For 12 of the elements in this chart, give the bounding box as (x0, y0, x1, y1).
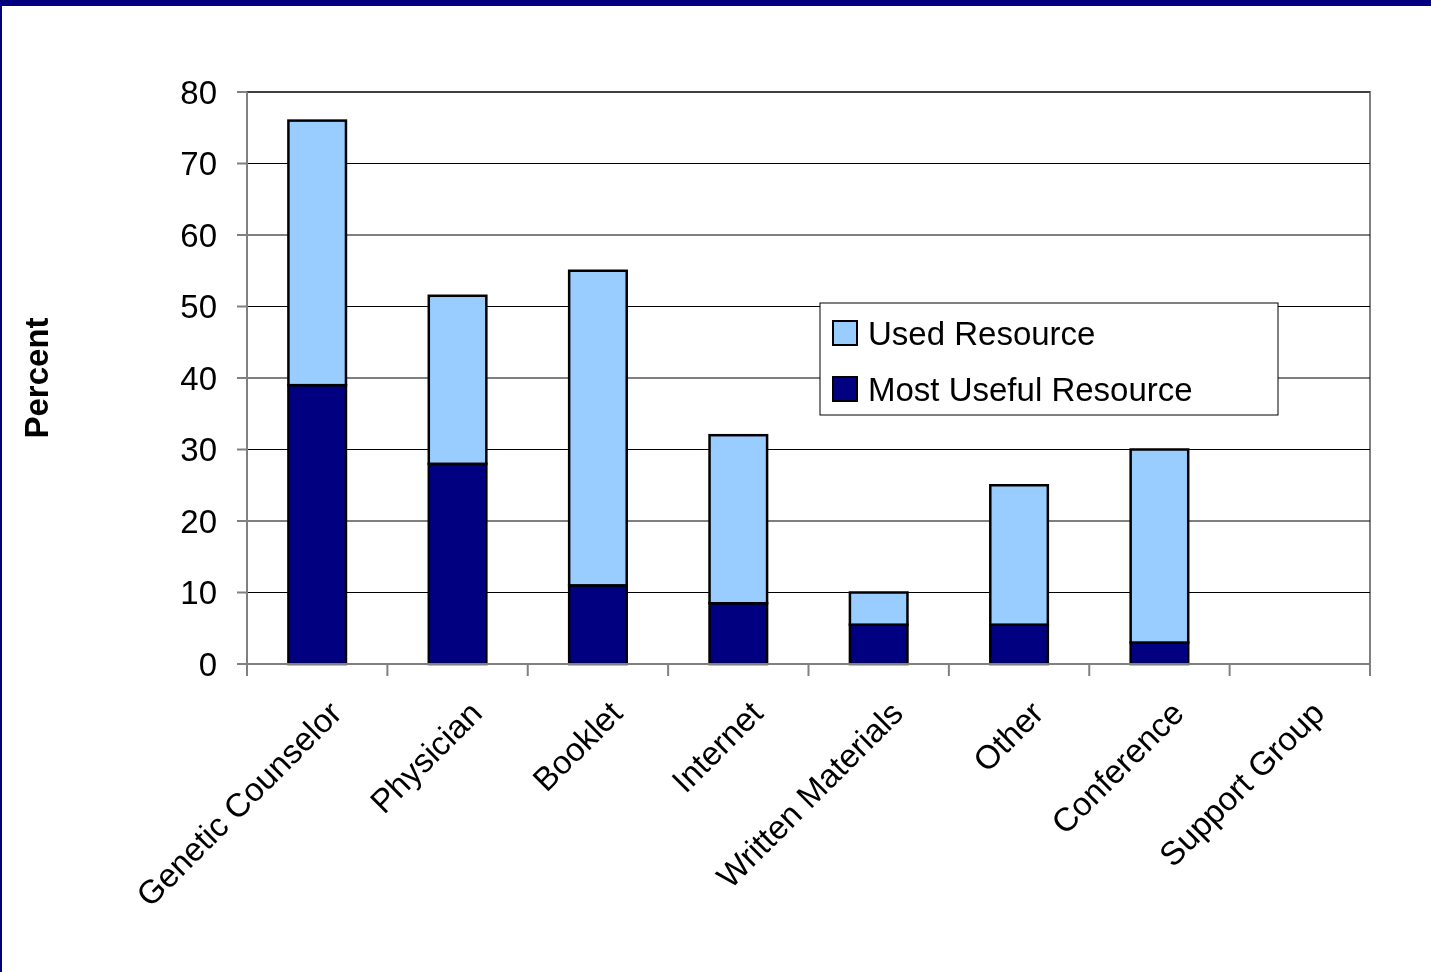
y-tick-label: 20 (180, 502, 217, 540)
y-tick-label: 0 (198, 645, 217, 683)
y-tick-label: 70 (180, 145, 217, 183)
y-tick-label: 60 (180, 216, 217, 254)
y-tick-label: 50 (180, 288, 217, 326)
y-axis-title: Percent (18, 317, 55, 439)
y-tick-label: 40 (180, 359, 217, 397)
y-tick-label: 80 (180, 73, 217, 111)
legend-label: Most Useful Resource (868, 370, 1193, 408)
legend-label: Used Resource (868, 314, 1096, 352)
y-tick-label: 30 (180, 431, 217, 469)
y-tick-label: 10 (180, 574, 217, 612)
